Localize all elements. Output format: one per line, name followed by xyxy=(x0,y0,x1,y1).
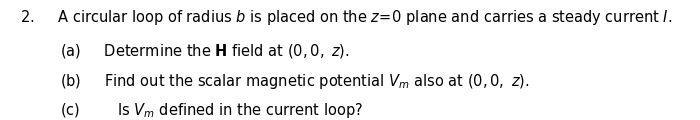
Text: (c) $\qquad$ Is $V_m$ defined in the current loop?: (c) $\qquad$ Is $V_m$ defined in the cur… xyxy=(60,101,363,120)
Text: (a) $\quad$ Determine the $\mathbf{H}$ field at $(0, 0,\ z)$.: (a) $\quad$ Determine the $\mathbf{H}$ f… xyxy=(60,42,349,60)
Text: 2. $\quad$ A circular loop of radius $b$ is placed on the $z\!=\!0$ plane and ca: 2. $\quad$ A circular loop of radius $b$… xyxy=(20,8,672,27)
Text: (b) $\quad$ Find out the scalar magnetic potential $V_m$ also at $(0, 0,\ z)$.: (b) $\quad$ Find out the scalar magnetic… xyxy=(60,72,529,91)
